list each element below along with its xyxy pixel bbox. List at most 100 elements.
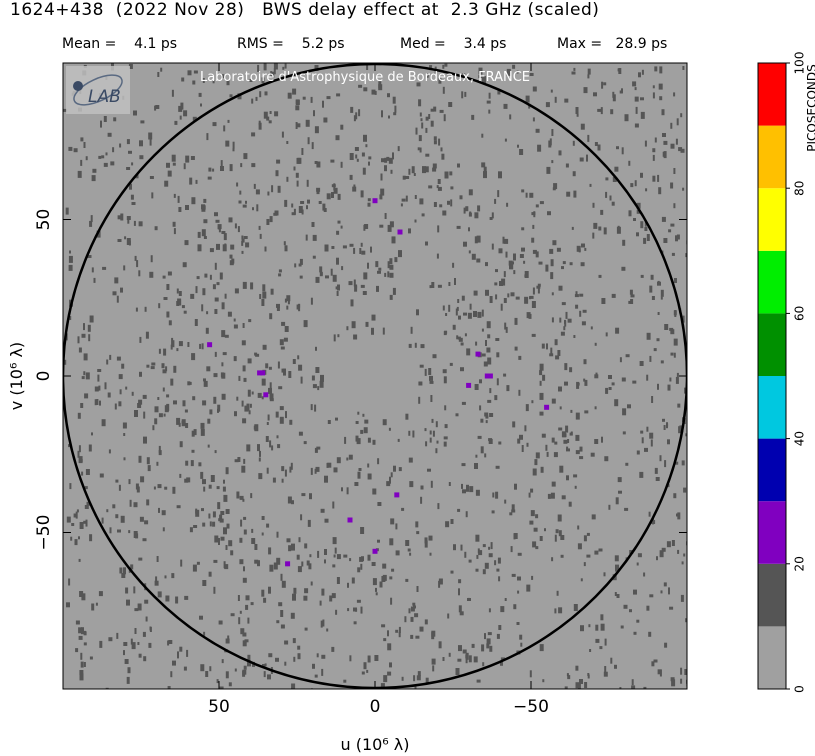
delay-speckle <box>436 440 439 444</box>
delay-speckle <box>185 423 189 428</box>
delay-speckle <box>176 288 179 294</box>
source-name: 1624+438 <box>10 0 104 20</box>
delay-speckle <box>481 644 485 652</box>
delay-point <box>372 548 378 554</box>
delay-speckle <box>496 568 500 572</box>
delay-speckle <box>417 147 420 151</box>
delay-speckle <box>392 287 396 295</box>
delay-speckle <box>156 461 159 466</box>
delay-speckle <box>199 615 203 620</box>
observation-date: (2022 Nov 28) <box>115 0 245 20</box>
delay-speckle <box>549 138 552 146</box>
delay-speckle <box>461 483 463 489</box>
delay-speckle <box>307 199 310 204</box>
delay-speckle <box>98 385 101 391</box>
delay-speckle <box>418 135 422 142</box>
delay-speckle <box>324 559 326 564</box>
delay-speckle <box>567 318 572 323</box>
delay-speckle <box>636 450 640 455</box>
credit-text: Laboratoire d'Astrophysique de Bordeaux,… <box>200 70 530 85</box>
delay-speckle <box>614 592 617 596</box>
delay-speckle <box>79 522 84 529</box>
delay-speckle <box>187 70 192 76</box>
delay-speckle <box>413 675 416 682</box>
delay-speckle <box>579 293 584 297</box>
delay-speckle <box>469 303 472 310</box>
delay-speckle <box>566 191 571 197</box>
delay-speckle <box>247 358 252 364</box>
delay-speckle <box>203 219 208 224</box>
delay-speckle <box>611 293 616 298</box>
delay-speckle <box>84 393 89 399</box>
delay-speckle <box>405 578 409 582</box>
colorbar-bin <box>758 501 786 564</box>
chart-title: 1624+438 (2022 Nov 28) BWS delay effect … <box>10 0 790 20</box>
delay-speckle <box>611 201 615 206</box>
delay-speckle <box>236 491 240 499</box>
delay-speckle <box>654 467 658 474</box>
delay-speckle <box>174 120 178 125</box>
delay-speckle <box>120 287 123 293</box>
delay-speckle <box>112 147 115 153</box>
delay-speckle <box>240 163 243 168</box>
delay-speckle <box>518 389 521 396</box>
delay-speckle <box>448 102 453 107</box>
delay-speckle <box>381 158 385 163</box>
delay-speckle <box>408 168 411 175</box>
delay-speckle <box>336 257 339 265</box>
delay-speckle <box>656 338 660 342</box>
logo-text: LAB <box>88 87 121 107</box>
delay-speckle <box>234 668 237 672</box>
delay-speckle <box>200 103 202 107</box>
delay-speckle <box>166 162 170 168</box>
delay-speckle <box>294 263 297 268</box>
delay-speckle <box>242 577 247 583</box>
delay-speckle <box>397 146 400 152</box>
delay-speckle <box>143 656 147 662</box>
delay-speckle <box>143 436 147 444</box>
delay-speckle <box>241 400 244 407</box>
delay-speckle <box>636 209 641 214</box>
delay-speckle <box>382 563 387 569</box>
delay-speckle <box>504 138 507 142</box>
delay-speckle <box>367 655 371 663</box>
delay-speckle <box>298 364 303 371</box>
delay-speckle <box>545 102 550 108</box>
delay-speckle <box>286 305 289 310</box>
delay-speckle <box>517 144 519 148</box>
delay-speckle <box>176 417 181 425</box>
delay-speckle <box>233 318 236 322</box>
delay-speckle <box>549 248 554 254</box>
delay-speckle <box>444 63 448 67</box>
delay-speckle <box>239 495 244 500</box>
delay-speckle <box>292 88 297 95</box>
delay-speckle <box>601 81 604 89</box>
delay-speckle <box>617 225 620 233</box>
delay-speckle <box>133 220 136 226</box>
delay-speckle <box>168 640 173 644</box>
delay-speckle <box>429 285 432 289</box>
delay-speckle <box>68 444 70 448</box>
delay-speckle <box>530 488 534 493</box>
delay-speckle <box>75 511 78 519</box>
delay-speckle <box>146 457 150 465</box>
delay-speckle <box>316 653 319 658</box>
delay-speckle <box>314 126 319 134</box>
delay-speckle <box>419 626 424 632</box>
delay-speckle <box>554 96 557 103</box>
delay-speckle <box>652 154 655 161</box>
delay-point <box>466 382 472 388</box>
delay-speckle <box>468 655 472 663</box>
delay-speckle <box>367 198 371 202</box>
delay-speckle <box>619 357 622 363</box>
delay-speckle <box>332 501 335 509</box>
delay-speckle <box>362 291 367 295</box>
delay-speckle <box>683 487 687 493</box>
delay-speckle <box>214 309 218 314</box>
delay-speckle <box>158 445 161 453</box>
delay-speckle <box>128 479 131 485</box>
delay-speckle <box>259 294 262 299</box>
delay-speckle <box>267 414 270 421</box>
delay-speckle <box>268 586 271 594</box>
